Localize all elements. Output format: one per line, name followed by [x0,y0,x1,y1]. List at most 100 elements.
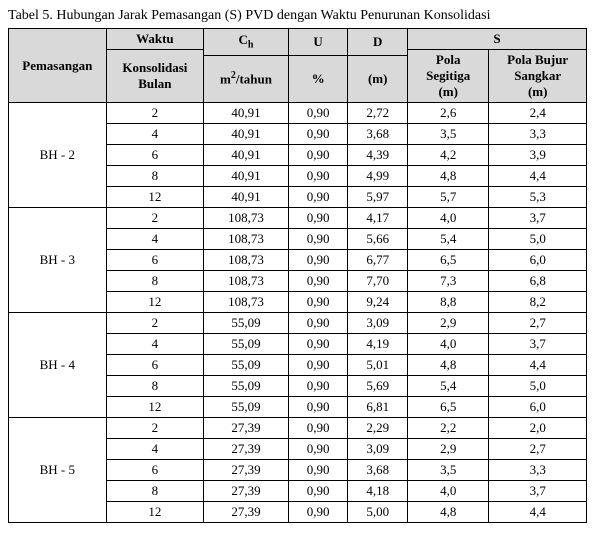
data-cell: 4,39 [348,145,408,166]
data-cell: 108,73 [204,271,289,292]
col-waktu-sub: Konsolidasi Bulan [106,50,204,103]
data-cell: 0,90 [288,208,348,229]
data-cell: 6 [106,460,204,481]
data-cell: 108,73 [204,292,289,313]
data-cell: 3,68 [348,460,408,481]
data-cell: 7,3 [408,271,489,292]
s1-l1: Pola [436,52,461,67]
data-cell: 4 [106,334,204,355]
data-cell: 3,09 [348,439,408,460]
data-cell: 40,91 [204,187,289,208]
data-cell: 2,72 [348,103,408,124]
data-cell: 4 [106,124,204,145]
data-cell: 3,7 [489,481,587,502]
s2-l3: (m) [528,84,548,99]
data-cell: 8,2 [489,292,587,313]
data-cell: 6,81 [348,397,408,418]
data-cell: 40,91 [204,166,289,187]
col-waktu-top: Waktu [106,29,204,50]
data-cell: 5,66 [348,229,408,250]
data-cell: 4,8 [408,355,489,376]
data-cell: 2 [106,103,204,124]
data-cell: 4,0 [408,334,489,355]
data-cell: 0,90 [288,334,348,355]
data-cell: 5,69 [348,376,408,397]
col-ch-unit: m2/tahun [204,55,289,102]
data-cell: 5,00 [348,502,408,523]
data-cell: 0,90 [288,250,348,271]
data-cell: 27,39 [204,502,289,523]
data-cell: 3,5 [408,460,489,481]
data-cell: 6 [106,355,204,376]
data-cell: 8 [106,376,204,397]
data-cell: 5,4 [408,376,489,397]
data-cell: 0,90 [288,397,348,418]
data-cell: 6,0 [489,250,587,271]
data-cell: 4 [106,229,204,250]
data-cell: 0,90 [288,187,348,208]
col-ch-top: Ch [204,29,289,56]
data-cell: 55,09 [204,313,289,334]
data-cell: 5,0 [489,229,587,250]
data-cell: 2,2 [408,418,489,439]
data-cell: 5,4 [408,229,489,250]
data-cell: 2,7 [489,439,587,460]
data-cell: 12 [106,187,204,208]
data-cell: 4,4 [489,166,587,187]
data-cell: 4,8 [408,502,489,523]
data-cell: 12 [106,397,204,418]
data-cell: 7,70 [348,271,408,292]
s1-l3: (m) [438,84,458,99]
data-cell: 3,7 [489,208,587,229]
data-cell: 8 [106,271,204,292]
col-s-top: S [408,29,587,50]
table-row: BH - 4255,090,903,092,92,7 [9,313,587,334]
data-cell: 6,0 [489,397,587,418]
data-cell: 0,90 [288,271,348,292]
data-cell: 6 [106,250,204,271]
data-cell: 6,5 [408,250,489,271]
data-cell: 55,09 [204,376,289,397]
col-u-top: U [288,29,348,56]
col-s2-sub: Pola Bujur Sangkar (m) [489,50,587,103]
data-cell: 5,0 [489,376,587,397]
data-cell: 2,7 [489,313,587,334]
data-cell: 6,77 [348,250,408,271]
data-cell: 2,29 [348,418,408,439]
data-cell: 2,0 [489,418,587,439]
data-cell: 108,73 [204,208,289,229]
data-cell: 5,7 [408,187,489,208]
table-body: BH - 2240,910,902,722,62,4440,910,903,68… [9,103,587,523]
group-name-cell: BH - 4 [9,313,107,418]
data-table: Pemasangan Waktu Ch U D S Konsolidasi Bu… [8,28,587,523]
col-s1-sub: Pola Segitiga (m) [408,50,489,103]
data-cell: 0,90 [288,166,348,187]
data-cell: 8,8 [408,292,489,313]
data-cell: 6,5 [408,397,489,418]
data-cell: 40,91 [204,145,289,166]
data-cell: 8 [106,481,204,502]
data-cell: 2 [106,208,204,229]
data-cell: 4,99 [348,166,408,187]
s1-l2: Segitiga [426,68,470,83]
data-cell: 40,91 [204,124,289,145]
data-cell: 0,90 [288,502,348,523]
data-cell: 108,73 [204,250,289,271]
data-cell: 3,5 [408,124,489,145]
data-cell: 6 [106,145,204,166]
data-cell: 0,90 [288,376,348,397]
table-row: BH - 5227,390,902,292,22,0 [9,418,587,439]
table-caption: Tabel 5. Hubungan Jarak Pemasangan (S) P… [8,8,587,24]
data-cell: 0,90 [288,418,348,439]
data-cell: 0,90 [288,439,348,460]
data-cell: 2 [106,418,204,439]
data-cell: 9,24 [348,292,408,313]
data-cell: 4,18 [348,481,408,502]
data-cell: 0,90 [288,313,348,334]
data-cell: 55,09 [204,334,289,355]
data-cell: 55,09 [204,397,289,418]
data-cell: 0,90 [288,460,348,481]
data-cell: 0,90 [288,229,348,250]
s2-l1: Pola Bujur [507,52,568,67]
col-d-top: D [348,29,408,56]
